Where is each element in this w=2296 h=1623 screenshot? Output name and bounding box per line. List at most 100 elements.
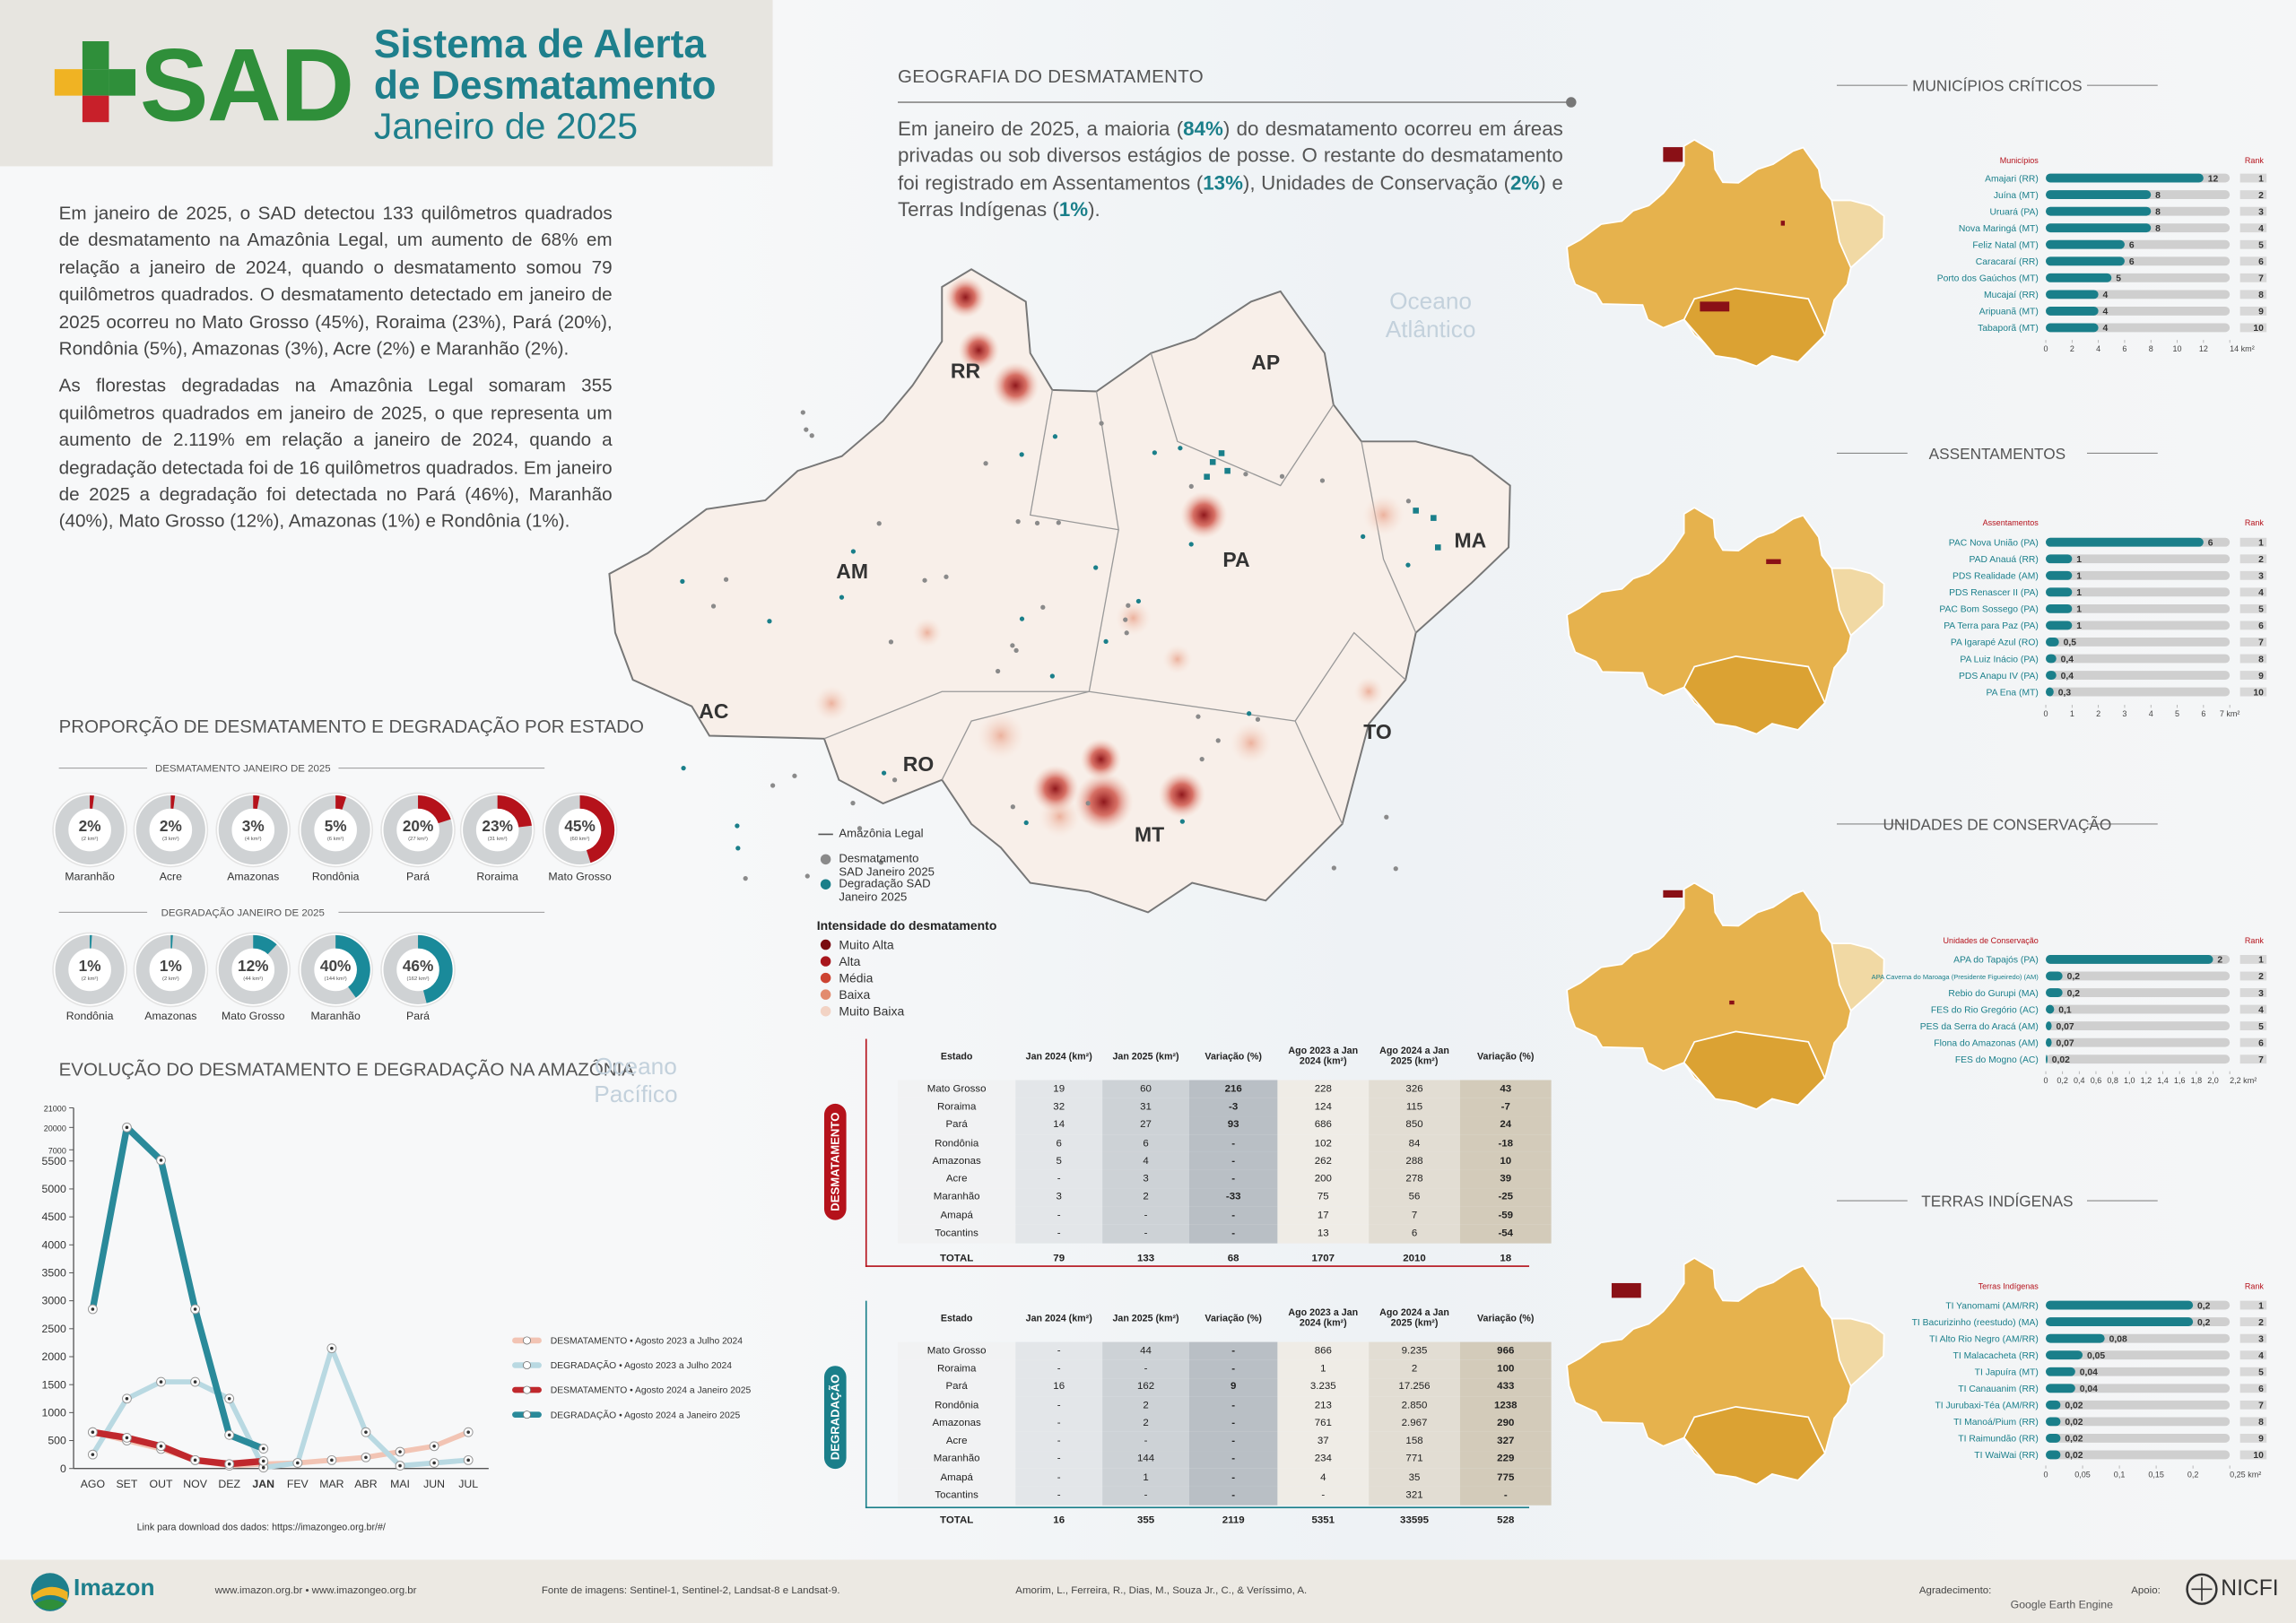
rank: 1 (2258, 538, 2264, 548)
table-row: Pará 16 162 9 3.235 17.256 433 (898, 1377, 1552, 1397)
bar-track (2046, 1021, 2231, 1031)
y-tick-label: 5500 (41, 1155, 66, 1167)
bar-name: TI Malacacheta (RR) (1953, 1351, 2039, 1361)
rank-box (2239, 1350, 2267, 1360)
title-line: Sistema de Alerta (373, 22, 707, 66)
series-point-core (159, 1444, 163, 1448)
deforestation-dot (809, 433, 814, 438)
bar-value: 0,02 (2065, 1418, 2083, 1428)
x-tick-label: 6 (2201, 709, 2205, 718)
cell: 162 (1102, 1377, 1189, 1397)
bar (2046, 671, 2057, 680)
x-tick-label: 10 (2173, 344, 2182, 353)
x-tick-label: 0 (2044, 709, 2048, 718)
cell: - (1015, 1432, 1103, 1451)
footer: Imazon www.imazon.org.br • www.imazongeo… (0, 1559, 2296, 1623)
donut-arc (579, 794, 615, 864)
x-tick-label: 5 (2175, 709, 2179, 718)
cell: 229 (1459, 1450, 1552, 1469)
degradation-dot (1019, 452, 1024, 457)
deforestation-dot (1255, 716, 1261, 722)
hotspot-high (1074, 772, 1134, 832)
bar (2046, 239, 2125, 249)
state-label: RO (903, 752, 934, 776)
degradation-dot (881, 770, 887, 776)
sites: www.imazon.org.br • www.imazongeo.org.br (214, 1585, 417, 1597)
series-point-core (91, 1453, 95, 1456)
y-tick-label: 0 (60, 1462, 66, 1475)
cell: 13 (1277, 1224, 1370, 1244)
rank: 6 (2258, 257, 2264, 267)
bar-name: PES da Serra do Aracá (AM) (1920, 1022, 2039, 1032)
series-line (89, 1124, 267, 1453)
text-run: ), Unidades de Conservação ( (1242, 171, 1511, 194)
donut-value: 1% (160, 957, 182, 975)
y-tick-label: 1500 (41, 1378, 66, 1391)
bar-track (2046, 603, 2231, 613)
degradation-dot (1103, 638, 1109, 644)
table-row: Amazonas 5 4-262 288 10 (898, 1152, 1552, 1171)
legend-swatch (820, 1005, 831, 1017)
bar-name: APA Caverna do Maroaga (Presidente Figue… (1872, 973, 2039, 981)
series-point-core (261, 1465, 265, 1470)
total-row: TOTAL 16 355 2119 5351 33595 528 (898, 1505, 1552, 1537)
bar-track (2046, 1004, 2231, 1014)
cell: 966 (1459, 1341, 1552, 1360)
cell: - (1015, 1414, 1103, 1433)
bar-track (2046, 638, 2231, 647)
table-header: Estado Jan 2024 (km²) Jan 2025 (km²) Variaç… (898, 1033, 1552, 1081)
state-border (1150, 352, 1335, 487)
mini-map-hotspot (1663, 890, 1683, 898)
cell: 31 (1102, 1098, 1189, 1116)
bar-value: 0,02 (2065, 1402, 2083, 1411)
rank: 9 (2258, 308, 2264, 317)
donut-arc (252, 934, 277, 955)
intro: Em janeiro de 2025, o SAD detectou 133 q… (59, 200, 613, 545)
table-header: Estado Jan 2024 (km²) Jan 2025 (km²) Variaç… (898, 1295, 1552, 1342)
data-table: Estado Jan 2024 (km²) Jan 2025 (km²) Variaç… (898, 1033, 1552, 1275)
degradation-dot (1093, 565, 1099, 570)
section-heading: MUNICÍPIOS CRÍTICOS (1912, 77, 2082, 95)
degradation-dot (735, 846, 741, 851)
deforestation-dot (1196, 714, 1201, 719)
section-heading: UNIDADES DE CONSERVAÇÃO (1883, 816, 2111, 834)
cell: 124 (1277, 1098, 1370, 1116)
bar-name: TI Yanomami (AM/RR) (1945, 1301, 2039, 1311)
x-tick-label: 0 (2044, 344, 2048, 353)
state-label: MA (1455, 528, 1487, 551)
deforestation-dot (1099, 421, 1104, 426)
mini-map-hotspot (1663, 147, 1683, 162)
legend-text: Amazônia Legal (839, 827, 924, 841)
rank-box (2239, 256, 2267, 266)
bar-value: 0,04 (2080, 1368, 2098, 1378)
cell: 228 (1277, 1080, 1370, 1098)
bar-value: 5 (2116, 274, 2121, 284)
cell: - (1102, 1359, 1189, 1378)
donut-value: 2% (79, 817, 101, 835)
bar-name: Tabaporã (MT) (1978, 324, 2039, 334)
cell: 2 (1102, 1396, 1189, 1415)
legend-swatch (820, 956, 831, 967)
donut-arc (253, 794, 260, 810)
degradation-cluster (1224, 467, 1231, 474)
donut-name: Amazonas (144, 1010, 196, 1022)
x-tick-label: 2,2 km² (2230, 1076, 2257, 1085)
rank-box (2239, 223, 2267, 233)
mini-map-region (1683, 655, 1826, 735)
cell: 5351 (1311, 1515, 1335, 1526)
series-point-core (261, 1459, 265, 1463)
logo-mark (54, 40, 135, 123)
cell: 213 (1277, 1396, 1370, 1415)
mini-map-hotspot (1780, 221, 1786, 226)
bar-name: PAC Bom Sossego (PA) (1939, 605, 2038, 615)
donut-value: 23% (482, 817, 512, 835)
column-label: Terras Indígenas (1979, 1282, 2039, 1291)
cell: 93 (1188, 1115, 1278, 1135)
mini-map-region (1831, 1317, 1885, 1388)
section-heading: TERRAS INDÍGENAS (1921, 1193, 2073, 1211)
x-tick-label: 0,05 (2074, 1471, 2091, 1480)
column-header: Ago 2024 a Jan 2025 (km²) (1379, 1046, 1449, 1067)
cell: 355 (1136, 1515, 1155, 1526)
x-tick-label: 0,8 (2107, 1076, 2118, 1085)
cell: - (1188, 1450, 1278, 1469)
